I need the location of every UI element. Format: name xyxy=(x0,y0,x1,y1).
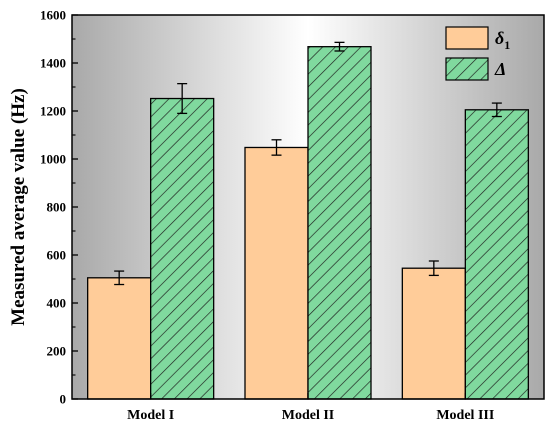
bar-delta1-model-iii xyxy=(401,267,466,400)
y-axis-title: Measured average value (Hz) xyxy=(8,88,29,326)
y-tick-label: 1400 xyxy=(40,56,66,71)
y-tick-label: 0 xyxy=(60,392,67,407)
x-category-label: Model II xyxy=(282,408,335,423)
bar-Delta-model-iii xyxy=(464,109,529,400)
y-tick-label: 1200 xyxy=(40,104,66,119)
y-tick-label: 1600 xyxy=(40,8,66,23)
bar-delta1-model-ii xyxy=(244,146,309,400)
y-tick-label: 1000 xyxy=(40,152,66,167)
legend-swatch-delta1 xyxy=(445,26,489,50)
x-category-label: Model I xyxy=(127,408,174,423)
legend-swatch-Delta xyxy=(445,57,489,81)
bar-Delta-model-ii xyxy=(307,46,372,400)
bar-Delta-model-i xyxy=(150,97,215,400)
legend: δ1 Δ xyxy=(445,26,510,81)
y-tick-label: 400 xyxy=(47,296,67,311)
x-category-label: Model III xyxy=(436,408,494,423)
legend-label-Delta: Δ xyxy=(494,59,506,79)
legend-label-delta1: δ1 xyxy=(495,28,510,52)
bar-delta1-model-i xyxy=(87,277,152,400)
bars-group xyxy=(87,46,529,400)
y-tick-label: 200 xyxy=(47,344,67,359)
y-tick-label: 600 xyxy=(47,248,67,263)
error-bars-group xyxy=(114,41,502,286)
x-axis: Model I Model II Model III xyxy=(127,393,494,423)
plot-frame xyxy=(71,14,545,400)
y-axis: 0 200 400 600 800 1000 1200 1400 1600 xyxy=(40,8,78,407)
y-tick-label: 800 xyxy=(47,200,67,215)
